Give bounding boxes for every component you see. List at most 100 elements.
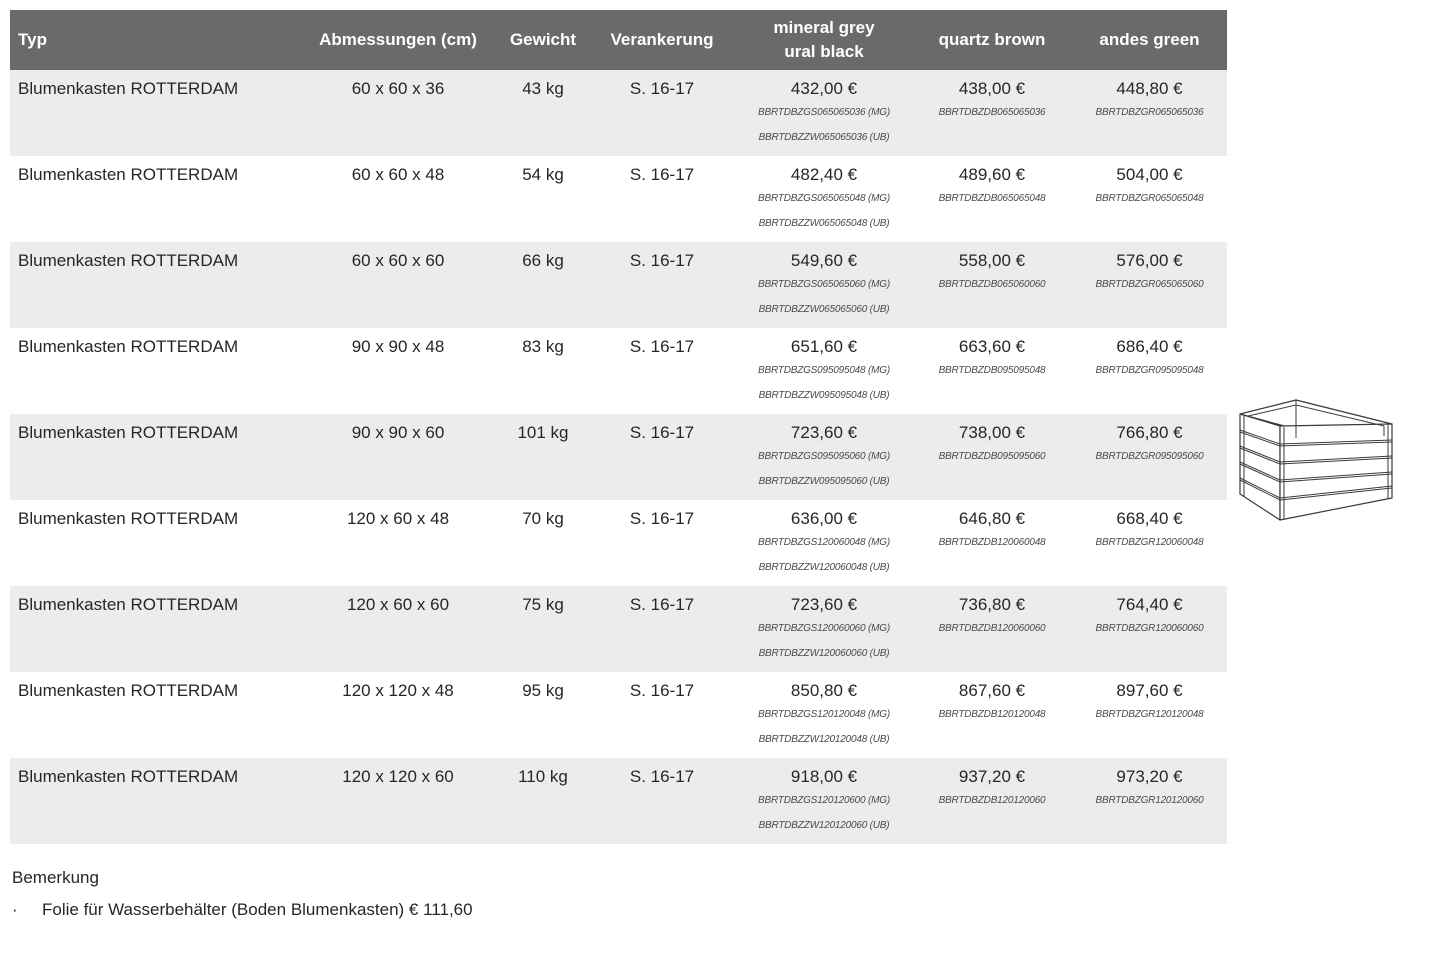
header-verankerung: Verankerung [610,30,714,49]
article-code-mg: BBRTDBZGS065065048 (MG) [758,193,890,204]
table-body: Blumenkasten ROTTERDAM 60 x 60 x 36 43 kg S… [10,70,1227,844]
cell-gewicht: 66 kg [522,251,564,270]
cell-verankerung: S. 16-17 [629,423,695,442]
article-code-ag: BBRTDBZGR120120048 [1095,709,1204,720]
article-code-ub: BBRTDBZZW065065036 (UB) [758,132,890,143]
cell-abmessungen: 90 x 90 x 60 [351,423,445,442]
cell-typ: Blumenkasten ROTTERDAM [18,251,239,270]
cell-typ: Blumenkasten ROTTERDAM [18,337,239,356]
price-quartz-brown: 438,00 € [958,79,1026,98]
cell-gewicht: 43 kg [522,79,564,98]
table-row: Blumenkasten ROTTERDAM 120 x 60 x 60 75 kg… [10,586,1227,672]
price-andes-green: 668,40 € [1116,509,1183,528]
price-andes-green: 764,40 € [1116,595,1183,614]
cell-mineral-grey-ural-black: 850,80 € BBRTDBZGS120120048 (MG) BBRTDBZZW… [736,672,912,758]
cell-gewicht: 54 kg [522,165,564,184]
article-code-ub: BBRTDBZZW065065048 (UB) [758,218,890,229]
article-code-qb: BBRTDBZDB065060060 [938,279,1046,290]
cell-typ: Blumenkasten ROTTERDAM [18,595,239,614]
cell-mineral-grey-ural-black: 636,00 € BBRTDBZGS120060048 (MG) BBRTDBZZW… [736,500,912,586]
cell-andes-green: 973,20 € BBRTDBZGR120120060 [1072,758,1227,844]
article-code-mg: BBRTDBZGS065065036 (MG) [758,107,890,118]
price-mineral-grey: 482,40 € [790,165,858,184]
price-quartz-brown: 736,80 € [958,595,1026,614]
cell-abmessungen: 120 x 120 x 48 [342,681,454,700]
article-code-mg: BBRTDBZGS120060060 (MG) [758,623,890,634]
article-code-ag: BBRTDBZGR065065036 [1095,107,1204,118]
article-code-mg: BBRTDBZGS095095048 (MG) [758,365,890,376]
article-code-mg: BBRTDBZGS120120600 (MG) [758,795,890,806]
article-code-qb: BBRTDBZDB120060060 [938,623,1046,634]
cell-quartz-brown: 646,80 € BBRTDBZDB120060048 [912,500,1072,586]
cell-verankerung: S. 16-17 [629,337,695,356]
article-code-mg: BBRTDBZGS120120048 (MG) [758,709,890,720]
cell-abmessungen: 120 x 60 x 48 [346,509,450,528]
cell-gewicht: 101 kg [517,423,569,442]
cell-mineral-grey-ural-black: 651,60 € BBRTDBZGS095095048 (MG) BBRTDBZZW… [736,328,912,414]
cell-quartz-brown: 489,60 € BBRTDBZDB065065048 [912,156,1072,242]
price-quartz-brown: 558,00 € [958,251,1026,270]
article-code-ub: BBRTDBZZW095095060 (UB) [758,476,890,487]
price-table: Typ Abmessungen (cm) Gewicht Verankerung… [10,10,1227,844]
header-mineral-grey: mineral grey [773,18,875,37]
cell-verankerung: S. 16-17 [629,595,695,614]
price-mineral-grey: 723,60 € [790,595,858,614]
cell-andes-green: 448,80 € BBRTDBZGR065065036 [1072,70,1227,156]
table-row: Blumenkasten ROTTERDAM 90 x 90 x 48 83 kg S… [10,328,1227,414]
article-code-ag: BBRTDBZGR095095048 [1095,365,1204,376]
article-code-ub: BBRTDBZZW120120048 (UB) [758,734,890,745]
article-code-ub: BBRTDBZZW120060060 (UB) [758,648,890,659]
header-abmessungen: Abmessungen (cm) [319,30,477,49]
price-mineral-grey: 549,60 € [790,251,858,270]
article-code-qb: BBRTDBZDB120120048 [938,709,1046,720]
price-mineral-grey: 918,00 € [790,767,858,786]
table-row: Blumenkasten ROTTERDAM 60 x 60 x 36 43 kg S… [10,70,1227,156]
cell-mineral-grey-ural-black: 482,40 € BBRTDBZGS065065048 (MG) BBRTDBZZW… [736,156,912,242]
cell-typ: Blumenkasten ROTTERDAM [18,509,239,528]
article-code-ag: BBRTDBZGR120060060 [1095,623,1204,634]
table-row: Blumenkasten ROTTERDAM 120 x 120 x 48 95 k… [10,672,1227,758]
price-mineral-grey: 432,00 € [790,79,858,98]
article-code-mg: BBRTDBZGS095095060 (MG) [758,451,890,462]
cell-abmessungen: 60 x 60 x 60 [351,251,445,270]
cell-typ: Blumenkasten ROTTERDAM [18,681,239,700]
cell-typ: Blumenkasten ROTTERDAM [18,423,239,442]
price-quartz-brown: 663,60 € [958,337,1026,356]
article-code-ub: BBRTDBZZW065065060 (UB) [758,304,890,315]
price-andes-green: 448,80 € [1116,79,1183,98]
header-ural-black: ural black [784,42,864,61]
price-andes-green: 897,60 € [1116,681,1183,700]
cell-quartz-brown: 937,20 € BBRTDBZDB120120060 [912,758,1072,844]
cell-quartz-brown: 736,80 € BBRTDBZDB120060060 [912,586,1072,672]
price-mineral-grey: 636,00 € [790,509,858,528]
article-code-ub: BBRTDBZZW095095048 (UB) [758,390,890,401]
cell-typ: Blumenkasten ROTTERDAM [18,79,239,98]
cell-quartz-brown: 738,00 € BBRTDBZDB095095060 [912,414,1072,500]
header-andes-green: andes green [1099,30,1200,49]
cell-quartz-brown: 663,60 € BBRTDBZDB095095048 [912,328,1072,414]
table-row: Blumenkasten ROTTERDAM 120 x 120 x 60 110 … [10,758,1227,844]
table-row: Blumenkasten ROTTERDAM 90 x 90 x 60 101 kg… [10,414,1227,500]
header-quartz-brown: quartz brown [938,30,1046,49]
cell-typ: Blumenkasten ROTTERDAM [18,767,239,786]
cell-verankerung: S. 16-17 [629,681,695,700]
article-code-ag: BBRTDBZGR065065048 [1095,193,1204,204]
cell-andes-green: 764,40 € BBRTDBZGR120060060 [1072,586,1227,672]
article-code-ag: BBRTDBZGR095095060 [1095,451,1204,462]
cell-verankerung: S. 16-17 [629,509,695,528]
cell-gewicht: 75 kg [522,595,564,614]
table-row: Blumenkasten ROTTERDAM 60 x 60 x 60 66 kg S… [10,242,1227,328]
cell-andes-green: 668,40 € BBRTDBZGR120060048 [1072,500,1227,586]
remark-item: · Folie für Wasserbehälter (Boden Blumenk… [12,900,473,920]
remark-bullet: · [12,900,18,919]
cell-andes-green: 897,60 € BBRTDBZGR120120048 [1072,672,1227,758]
cell-gewicht: 70 kg [522,509,564,528]
table-row: Blumenkasten ROTTERDAM 60 x 60 x 48 54 kg S… [10,156,1227,242]
cell-mineral-grey-ural-black: 432,00 € BBRTDBZGS065065036 (MG) BBRTDBZZW… [736,70,912,156]
article-code-ag: BBRTDBZGR065065060 [1095,279,1204,290]
table-header-row: Typ Abmessungen (cm) Gewicht Verankerung… [10,10,1227,70]
article-code-qb: BBRTDBZDB095095060 [938,451,1046,462]
cell-quartz-brown: 867,60 € BBRTDBZDB120120048 [912,672,1072,758]
cell-typ: Blumenkasten ROTTERDAM [18,165,239,184]
article-code-qb: BBRTDBZDB120120060 [938,795,1046,806]
